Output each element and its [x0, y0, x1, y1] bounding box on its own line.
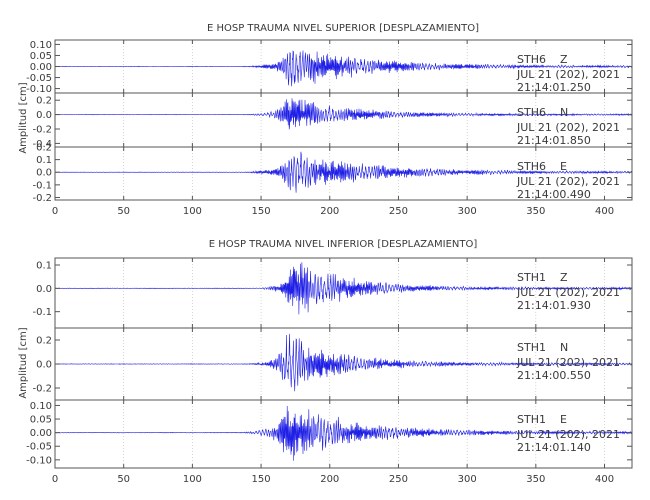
series-line	[55, 262, 633, 315]
series-line	[54, 50, 633, 87]
trace-station-label: STH6 Z	[517, 53, 568, 66]
y-tick-label: 0.0	[36, 360, 52, 371]
x-tick-label: 350	[526, 206, 545, 217]
y-tick-label: -0.1	[32, 180, 52, 191]
series-line	[54, 333, 633, 392]
y-tick-label: -0.05	[26, 73, 52, 84]
y-tick-label: -0.10	[26, 455, 52, 466]
series-line	[54, 405, 633, 461]
component-code: E	[560, 160, 567, 173]
x-tick-label: 400	[595, 474, 614, 485]
y-tick-label: -0.1	[32, 307, 52, 318]
x-tick-label: 250	[389, 206, 408, 217]
x-tick-label: 200	[320, 474, 339, 485]
trace-time-label: 21:14:00.550	[517, 369, 591, 382]
station-code: STH6	[517, 160, 546, 173]
component-code: Z	[560, 271, 568, 284]
x-tick-label: 250	[389, 474, 408, 485]
station-code: STH1	[517, 271, 546, 284]
panel-frame	[54, 399, 633, 469]
y-tick-label: 0.0	[36, 110, 52, 121]
trace-panel-sth6-z: -0.10-0.050.000.050.10 STH6 Z JUL 21 (202),…	[26, 39, 633, 95]
trace-time-label: 21:14:01.140	[517, 441, 591, 454]
y-tick-label: 0.05	[30, 51, 52, 62]
trace-date-label: JUL 21 (202), 2021	[516, 356, 620, 369]
trace-time-label: 21:14:01.250	[517, 81, 591, 94]
y-tick-label: -0.2	[32, 193, 52, 204]
trace-panel-sth1-z: -0.1 0.0 0.1 STH1 Z JUL 21 (202), 202121:14:0…	[32, 257, 633, 329]
series-line	[54, 151, 633, 193]
y-tick-label: 0.0	[36, 284, 52, 295]
y-tick-label: 0.10	[30, 40, 52, 51]
upper-y-axis-label: Amplitud [cm]	[18, 82, 29, 153]
series-line	[55, 98, 633, 130]
trace-time-label: 21:14:00.490	[517, 188, 591, 201]
x-tick-label: 100	[183, 474, 202, 485]
y-tick-label: 0.1	[36, 155, 52, 166]
component-code: N	[560, 341, 568, 354]
trace-station-label: STH6 N	[517, 106, 568, 119]
y-tick-label: 0.2	[36, 336, 52, 347]
x-tick-label: 50	[117, 206, 130, 217]
trace-date-label: JUL 21 (202), 2021	[516, 428, 620, 441]
station-code: STH1	[517, 341, 546, 354]
station-code: STH1	[517, 413, 546, 426]
y-tick-label: -0.05	[26, 442, 52, 453]
trace-time-label: 21:14:01.930	[517, 299, 591, 312]
x-tick-label: 200	[320, 206, 339, 217]
trace-station-label: STH1 N	[517, 341, 568, 354]
trace-time-label: 21:14:01.850	[517, 134, 591, 147]
x-tick-label: 150	[252, 206, 271, 217]
x-tick-label: 350	[526, 474, 545, 485]
component-code: Z	[560, 53, 568, 66]
x-tick-label: 400	[595, 206, 614, 217]
y-tick-label: -0.2	[32, 125, 52, 136]
x-tick-label: 50	[117, 474, 130, 485]
y-tick-label: 0.00	[30, 62, 52, 73]
y-tick-label: -0.10	[26, 84, 52, 95]
trace-date-label: JUL 21 (202), 2021	[516, 286, 620, 299]
x-tick-label: 0	[52, 474, 58, 485]
lower-y-axis-label: Amplitud [cm]	[18, 327, 29, 398]
trace-station-label: STH1 Z	[517, 271, 568, 284]
panel-frame	[54, 146, 633, 201]
y-tick-label: -0.4	[32, 139, 52, 150]
y-tick-label: 0.10	[30, 401, 52, 412]
trace-station-label: STH6 E	[517, 160, 567, 173]
trace-date-label: JUL 21 (202), 2021	[516, 121, 620, 134]
lower-chart-title: E HOSP TRAUMA NIVEL INFERIOR [DESPLAZAMI…	[209, 239, 478, 250]
trace-panel-sth1-n: -0.2 0.0 0.2 STH1 N JUL 21 (202), 202121:14:0…	[32, 327, 633, 401]
x-tick-label: 300	[458, 474, 477, 485]
trace-panel-sth6-n: -0.4 -0.2 0.0 0.2 STH6 N JUL 21 (202), 202121:…	[32, 92, 633, 150]
y-tick-label: 0.1	[36, 261, 52, 272]
trace-date-label: JUL 21 (202), 2021	[516, 68, 620, 81]
trace-station-label: STH1 E	[517, 413, 567, 426]
component-code: E	[560, 413, 567, 426]
trace-date-label: JUL 21 (202), 2021	[516, 175, 620, 188]
upper-chart-title: E HOSP TRAUMA NIVEL SUPERIOR [DESPLAZAMI…	[207, 23, 479, 34]
x-tick-label: 150	[252, 474, 271, 485]
y-tick-label: 0.0	[36, 168, 52, 179]
station-code: STH6	[517, 53, 546, 66]
y-tick-label: 0.05	[30, 415, 52, 426]
station-code: STH6	[517, 106, 546, 119]
y-tick-label: -0.2	[32, 384, 52, 395]
trace-panel-sth6-e: -0.2 -0.10.0 0.10.2 STH6 E JUL 21 (202), 2021…	[32, 143, 633, 217]
x-tick-label: 300	[458, 206, 477, 217]
x-tick-label: 100	[183, 206, 202, 217]
y-tick-label: 0.2	[36, 143, 52, 154]
y-tick-label: 0.2	[36, 96, 52, 107]
y-tick-label: 0.00	[30, 428, 52, 439]
component-code: N	[560, 106, 568, 119]
x-tick-label: 0	[52, 206, 58, 217]
trace-panel-sth1-e: -0.10 -0.05 0.00 0.05 0.10 STH1 E JUL 21 (202),…	[26, 399, 633, 485]
